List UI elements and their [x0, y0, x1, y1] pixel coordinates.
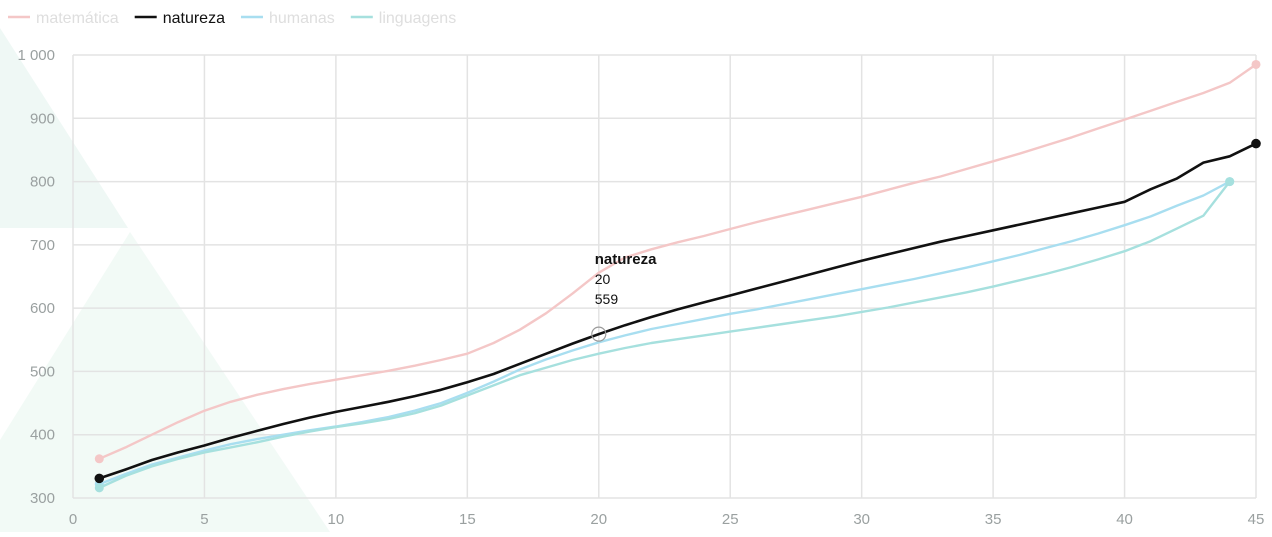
x-tick-label: 30 — [853, 511, 870, 528]
legend-label: humanas — [269, 10, 335, 27]
hover-marker — [591, 326, 607, 342]
series-point-end — [1251, 138, 1261, 149]
legend-label: matemática — [36, 10, 119, 27]
legend-label: linguagens — [379, 10, 456, 27]
x-tick-label: 10 — [328, 511, 345, 528]
tooltip-series-name: natureza — [595, 251, 657, 268]
legend: matemática natureza humanas linguagens — [8, 10, 456, 27]
series-layer — [94, 59, 1261, 493]
x-tick-label: 40 — [1116, 511, 1133, 528]
y-tick-label: 700 — [30, 237, 55, 254]
series-line-natureza — [98, 142, 1257, 480]
tooltip: natureza 20 559 — [591, 251, 657, 342]
legend-item-linguagens[interactable]: linguagens — [350, 10, 456, 27]
y-tick-label: 800 — [30, 174, 55, 191]
y-tick-label: 600 — [30, 300, 55, 317]
y-tick-label: 300 — [30, 490, 55, 507]
series-point-start — [94, 454, 104, 464]
x-tick-label: 45 — [1248, 511, 1265, 528]
series-line-humanas — [98, 180, 1231, 486]
x-tick-label: 35 — [985, 511, 1002, 528]
series-line-matematica — [98, 63, 1257, 460]
series-point-start — [94, 483, 104, 493]
y-tick-label: 400 — [30, 427, 55, 444]
legend-item-humanas[interactable]: humanas — [240, 10, 335, 27]
legend-item-natureza[interactable]: natureza — [134, 10, 225, 27]
series-line-linguagens — [98, 180, 1231, 489]
y-tick-label: 900 — [30, 110, 55, 127]
legend-item-matematica[interactable]: matemática — [8, 10, 119, 27]
series-natureza — [94, 138, 1261, 484]
tooltip-x-value: 20 — [595, 271, 611, 287]
x-tick-label: 20 — [590, 511, 607, 528]
series-point-end — [1251, 59, 1261, 69]
series-matematica — [94, 59, 1261, 464]
tooltip-y-value: 559 — [595, 291, 619, 307]
grid — [72, 54, 1257, 499]
background-decoration — [0, 28, 330, 532]
series-point-start — [94, 473, 105, 484]
x-tick-label: 5 — [200, 511, 208, 528]
axis-tick-labels: 300 400 500 600 700 800 900 1 000 0 5 10 15 20 25 30 35… — [17, 47, 1264, 528]
series-linguagens — [94, 177, 1235, 493]
background-triangle-lower — [0, 232, 330, 532]
x-tick-label: 15 — [459, 511, 476, 528]
x-tick-label: 0 — [69, 511, 77, 528]
x-tick-label: 25 — [722, 511, 739, 528]
y-tick-label: 1 000 — [17, 47, 55, 64]
y-tick-label: 500 — [30, 363, 55, 380]
background-triangle-upper — [0, 28, 128, 228]
series-point-end — [1225, 177, 1235, 187]
legend-label: natureza — [163, 10, 225, 27]
